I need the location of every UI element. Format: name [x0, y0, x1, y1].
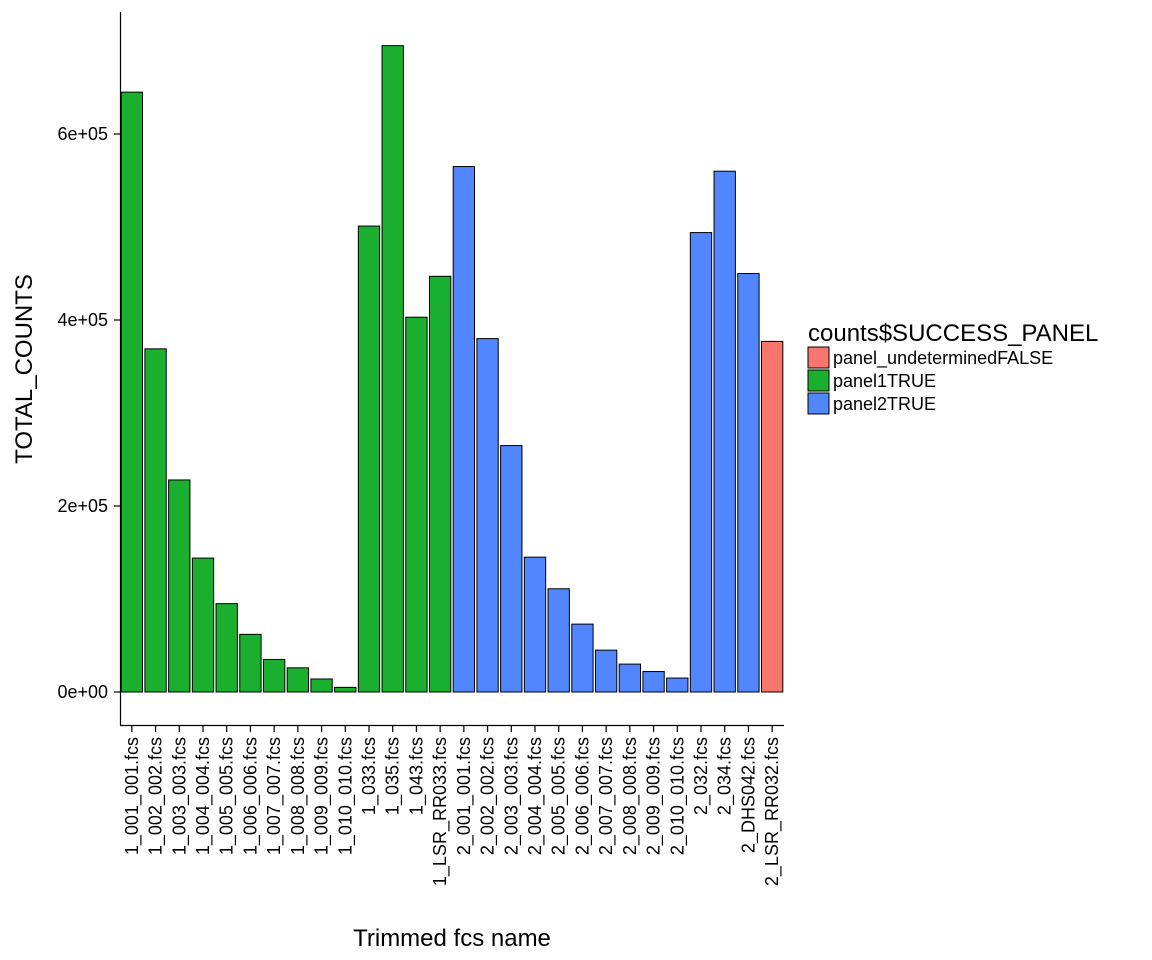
legend-label: panel_undeterminedFALSE [833, 348, 1053, 369]
x-tick-label: 1_003_003.fcs [169, 737, 190, 855]
bars-layer [120, 45, 784, 693]
x-tick-label: 2_001_001.fcs [454, 737, 475, 855]
x-tick-label: 2_002_002.fcs [478, 737, 499, 855]
bar [713, 170, 736, 693]
x-tick-label: 2_008_008.fcs [620, 737, 641, 855]
bar [215, 603, 238, 693]
bar [310, 678, 333, 693]
bar [500, 445, 523, 693]
x-tick-label: 1_033.fcs [359, 737, 380, 815]
x-tick-label: 2_LSR_RR032.fcs [762, 737, 783, 886]
bar [144, 348, 167, 693]
x-tick-label: 2_DHS042.fcs [738, 737, 759, 853]
y-tick-label: 4e+05 [57, 310, 108, 330]
x-tick-label: 2_004_004.fcs [525, 737, 546, 855]
bar [239, 633, 262, 693]
x-tick-label: 1_004_004.fcs [193, 737, 214, 855]
x-tick-label: 1_006_006.fcs [240, 737, 261, 855]
y-tick-label: 2e+05 [57, 496, 108, 516]
x-tick-label: 1_007_007.fcs [264, 737, 285, 855]
bar [357, 225, 381, 693]
bar [168, 479, 191, 693]
axes-layer [119, 12, 784, 727]
bar [191, 557, 215, 693]
x-tick-label: 1_043.fcs [406, 737, 427, 815]
bar [642, 671, 665, 693]
bar [547, 588, 570, 693]
x-tick-label: 2_010_010.fcs [667, 737, 688, 855]
bar [334, 686, 357, 693]
bar [381, 45, 404, 693]
bar [405, 316, 428, 693]
bar [262, 658, 286, 693]
x-tick-label: 2_007_007.fcs [596, 737, 617, 855]
x-ticks-layer: 1_001_001.fcs 1_002_002.fcs 1_003_003.fcs 1… [122, 726, 783, 886]
y-ticks-layer: 0e+00 2e+05 4e+05 6e+05 [57, 124, 120, 702]
legend-title: counts$SUCCESS_PANEL [808, 320, 1098, 347]
x-tick-label: 2_034.fcs [715, 737, 736, 815]
bar [594, 649, 618, 693]
bar [571, 623, 594, 693]
bar [666, 677, 689, 693]
x-tick-label: 1_008_008.fcs [288, 737, 309, 855]
x-tick-label: 1_001_001.fcs [122, 737, 143, 855]
x-tick-label: 1_002_002.fcs [146, 737, 167, 855]
bar [523, 556, 547, 693]
bar [618, 663, 642, 693]
bar [689, 232, 713, 693]
bar [428, 275, 452, 693]
x-tick-label: 1_005_005.fcs [217, 737, 238, 855]
x-tick-label: 2_006_006.fcs [572, 737, 593, 855]
legend-label: panel2TRUE [833, 394, 936, 414]
x-tick-label: 2_003_003.fcs [501, 737, 522, 855]
x-tick-label: 2_005_005.fcs [549, 737, 570, 855]
x-tick-label: 1_035.fcs [383, 737, 404, 815]
y-tick-label: 0e+00 [57, 682, 108, 702]
legend-swatch [807, 392, 830, 415]
x-tick-label: 1_LSR_RR033.fcs [430, 737, 451, 886]
bar [286, 667, 310, 693]
legend-swatch [807, 369, 830, 392]
bar [476, 338, 499, 693]
x-tick-label: 2_032.fcs [691, 737, 712, 815]
legend-label: panel1TRUE [833, 371, 936, 391]
legend-swatch [807, 346, 830, 369]
x-tick-label: 1_010_010.fcs [335, 737, 356, 855]
x-tick-label: 1_009_009.fcs [312, 737, 333, 855]
bar [120, 91, 144, 693]
y-tick-label: 6e+05 [57, 124, 108, 144]
bar [760, 340, 784, 693]
legend: counts$SUCCESS_PANEL panel_undeterminedF… [807, 320, 1098, 415]
bar [737, 273, 760, 693]
y-axis-title: TOTAL_COUNTS [11, 274, 38, 464]
x-axis-title: Trimmed fcs name [353, 925, 551, 952]
x-tick-label: 2_009_009.fcs [644, 737, 665, 855]
bar [452, 166, 476, 693]
